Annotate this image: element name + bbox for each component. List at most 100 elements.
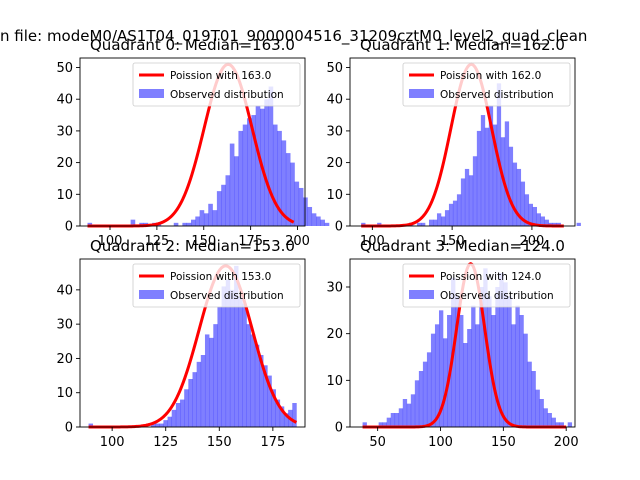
histogram-bar xyxy=(204,334,210,427)
chart-title: Quadrant 1: Median=162.0 xyxy=(360,36,565,54)
histogram-bar xyxy=(155,423,160,427)
legend-bar-swatch xyxy=(409,89,434,98)
histogram-bar xyxy=(186,222,192,226)
legend-label-observed: Observed distribution xyxy=(170,290,284,302)
histogram-bar xyxy=(271,389,276,427)
histogram-bar xyxy=(167,416,173,427)
histogram-bar xyxy=(378,422,383,427)
histogram-bar xyxy=(254,344,260,427)
histogram-bar xyxy=(422,361,428,427)
histogram-bar xyxy=(259,355,264,427)
histogram-bar xyxy=(159,423,164,427)
histogram-bar xyxy=(362,422,367,427)
histogram-bar xyxy=(246,324,251,427)
axes-frame xyxy=(349,57,576,227)
histogram-bar xyxy=(448,203,454,226)
histogram-bar xyxy=(527,361,532,427)
y-tick-label: 50 xyxy=(326,61,343,76)
histogram-bar xyxy=(464,168,470,226)
legend-bar-swatch xyxy=(139,290,164,299)
histogram-bar xyxy=(426,352,432,427)
histogram-bar xyxy=(539,399,544,427)
legend: Poission with 153.0 Observed distribution xyxy=(132,263,301,308)
histogram-bar xyxy=(491,315,496,427)
histogram-bar xyxy=(225,279,231,427)
y-tick-label: 10 xyxy=(56,188,73,203)
histogram-bar xyxy=(184,389,189,427)
histogram-bar xyxy=(268,86,274,226)
histogram-bar xyxy=(576,222,581,226)
histogram-bar xyxy=(504,121,510,226)
histogram-bar xyxy=(499,273,504,427)
y-tick-label: 30 xyxy=(326,124,343,139)
legend: Poission with 124.0 Observed distribution xyxy=(402,263,571,308)
histogram-bar xyxy=(551,417,556,427)
histogram-bar xyxy=(272,124,278,226)
histogram-bar xyxy=(200,355,206,427)
y-tick-label: 0 xyxy=(335,220,343,235)
y-tick-label: 20 xyxy=(56,352,73,367)
histogram-bar xyxy=(414,380,420,427)
histogram-bar xyxy=(195,216,200,226)
y-tick-label: 20 xyxy=(326,156,343,171)
histogram-bar xyxy=(247,118,252,226)
histogram-bar xyxy=(390,413,396,427)
histogram-bar xyxy=(229,289,235,427)
histogram-bar xyxy=(87,222,93,226)
histogram-bar xyxy=(229,143,235,226)
histogram-bar xyxy=(180,399,185,427)
histogram-bar xyxy=(520,181,526,226)
x-tick-label: 50 xyxy=(369,435,386,450)
legend: Poission with 163.0 Observed distribution xyxy=(132,62,301,107)
histogram-bar xyxy=(479,287,484,427)
histogram-bar xyxy=(238,130,244,226)
legend: Poission with 162.0 Observed distribution xyxy=(402,62,571,107)
histogram-bar xyxy=(438,310,444,427)
histogram-bar xyxy=(264,99,269,226)
histogram-bar xyxy=(443,338,448,427)
x-tick-label: 150 xyxy=(440,234,465,249)
legend-label-observed: Observed distribution xyxy=(440,290,554,302)
histogram-bar xyxy=(523,333,528,427)
histogram-bar xyxy=(263,365,268,427)
axes-frame xyxy=(349,258,576,428)
legend-label-poisson: Poission with 124.0 xyxy=(440,271,541,283)
histogram-bar xyxy=(434,324,440,427)
y-tick-label: 30 xyxy=(56,318,73,333)
histogram-bar xyxy=(567,422,573,427)
histogram-bar xyxy=(394,413,400,427)
histogram-bar xyxy=(182,222,187,226)
legend-box xyxy=(402,62,571,107)
histogram-bar xyxy=(552,222,557,226)
histogram-bar xyxy=(535,389,540,427)
figure-suptitle: n file: modeM0/AS1T04_019T01_9000004516_… xyxy=(0,27,587,46)
quadrant-3-chart: 50 100 150 200 0 10 20 30 Poission with 124.0 Obs… xyxy=(326,237,578,450)
histogram-bar xyxy=(528,203,534,226)
histogram-bar xyxy=(209,337,214,427)
histogram-bar xyxy=(488,105,494,226)
histogram-bar xyxy=(511,324,516,427)
histogram-bar xyxy=(421,222,426,226)
histogram-bar xyxy=(191,219,196,226)
legend-box xyxy=(132,263,301,308)
histogram-bar xyxy=(440,216,446,226)
histogram-bar xyxy=(555,422,560,427)
histogram-bar xyxy=(242,303,247,427)
histogram-bar xyxy=(516,168,522,226)
histogram-bar xyxy=(267,375,272,427)
histogram-bar xyxy=(196,361,202,427)
y-tick-label: 10 xyxy=(56,386,73,401)
histogram-bar xyxy=(298,187,304,226)
histogram-bar xyxy=(150,423,156,427)
y-tick-label: 20 xyxy=(326,327,343,342)
histogram-bar xyxy=(285,153,291,226)
histogram-bar xyxy=(524,194,530,226)
histogram-bar xyxy=(275,399,281,427)
histogram-bar xyxy=(556,222,561,226)
x-tick-label: 100 xyxy=(100,435,125,450)
quadrant-2-chart: 100 125 150 175 0 10 20 30 40 Poission with 153.0… xyxy=(56,237,306,450)
y-tick-label: 50 xyxy=(56,61,73,76)
histogram-bar xyxy=(217,307,222,427)
histogram-bar xyxy=(294,181,300,226)
